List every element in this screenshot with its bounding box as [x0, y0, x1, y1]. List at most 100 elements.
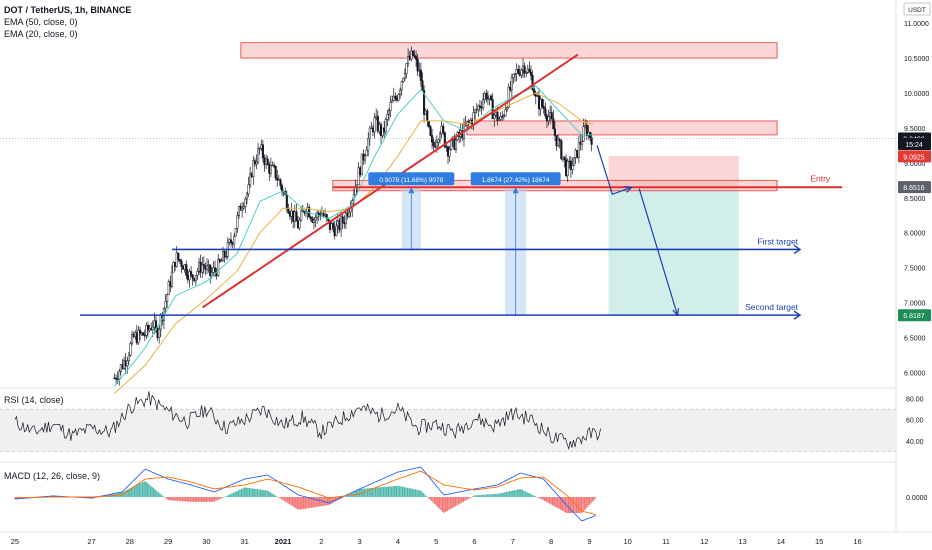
macd-hist-bar: [508, 491, 511, 497]
macd-hist-bar: [582, 497, 584, 512]
candle-body: [506, 107, 509, 110]
candle-body: [196, 271, 199, 276]
macd-hist-bar: [148, 484, 150, 497]
macd-hist-bar: [320, 497, 322, 507]
macd-hist-bar: [240, 488, 243, 497]
candle-body: [560, 140, 563, 160]
candle-body: [480, 107, 483, 109]
macd-hist-bar: [425, 496, 428, 497]
macd-hist-bar: [191, 497, 193, 502]
macd-hist-bar: [580, 497, 583, 513]
time-tick-label: 2021: [275, 537, 292, 546]
price-tick-label: 8.0000: [904, 231, 926, 238]
measure-label-box: [368, 172, 455, 186]
macd-hist-bar: [130, 487, 133, 497]
macd-hist-bar: [167, 497, 169, 501]
candle-body: [477, 105, 480, 111]
macd-hist-bar: [344, 496, 346, 497]
macd-hist-bar: [414, 489, 417, 497]
macd-hist-bar: [251, 488, 254, 497]
macd-hist-bar: [221, 497, 224, 498]
macd-hist-bar: [159, 493, 161, 497]
macd-hist-bar: [132, 486, 134, 497]
candle-body: [558, 139, 561, 142]
macd-hist-bar: [400, 486, 402, 497]
macd-hist-bar: [453, 497, 455, 508]
candle-body: [201, 264, 204, 273]
macd-hist-bar: [170, 497, 172, 501]
macd-hist-bar: [505, 491, 508, 497]
resistance-zone: [466, 120, 778, 136]
macd-hist-bar: [590, 497, 592, 504]
macd-hist-bar: [244, 487, 246, 497]
candle-body: [344, 212, 347, 225]
price-tag: [898, 137, 931, 150]
macd-hist-bar: [138, 483, 141, 497]
candle-body: [399, 89, 402, 95]
ema20-line: [114, 85, 594, 387]
macd-hist-bar: [579, 497, 581, 513]
candle-body: [247, 184, 250, 195]
macd-hist-bar: [585, 497, 587, 509]
candle-body: [217, 259, 220, 276]
macd-hist-bar: [502, 492, 504, 497]
macd-hist-bar: [213, 497, 216, 502]
candle-body: [432, 141, 435, 147]
macd-hist-bar: [161, 494, 163, 497]
macd-hist-bar: [192, 497, 195, 502]
take-profit-zone: [608, 187, 739, 316]
time-tick-label: 2: [319, 537, 323, 546]
macd-hist-bar: [437, 497, 439, 508]
macd-hist-bar: [595, 497, 597, 499]
macd-hist-bar: [496, 493, 498, 497]
candle-body: [185, 264, 188, 276]
candle-body: [237, 206, 241, 216]
macd-hist-bar: [176, 497, 179, 501]
macd-hist-bar: [266, 490, 268, 497]
candle-body: [520, 69, 523, 76]
macd-hist-bar: [168, 497, 171, 501]
macd-hist-bar: [516, 489, 519, 497]
candle-body: [391, 100, 394, 103]
macd-hist-bar: [417, 490, 420, 497]
macd-hist-bar: [229, 494, 232, 497]
candle-body: [502, 115, 505, 118]
candle-body: [386, 114, 389, 120]
candle-body: [242, 206, 245, 209]
candle-body: [416, 59, 419, 72]
candle-body: [472, 112, 475, 125]
candle-body: [341, 216, 344, 223]
candle-body: [255, 161, 258, 165]
candle-body: [490, 95, 493, 100]
macd-hist-bar: [449, 497, 452, 510]
macd-hist-bar: [451, 497, 453, 509]
candle-body: [218, 259, 221, 262]
macd-hist-bar: [283, 497, 286, 502]
macd-hist-bar: [325, 497, 327, 506]
first-target-label: First target: [757, 236, 798, 246]
macd-hist-bar: [315, 497, 318, 507]
macd-hist-bar: [571, 497, 573, 513]
macd-hist-bar: [524, 491, 527, 497]
candle-body: [360, 153, 363, 176]
macd-hist-bar: [441, 497, 444, 512]
macd-hist-bar: [231, 493, 233, 497]
macd-hist-bar: [567, 497, 570, 513]
macd-hist-bar: [401, 486, 404, 497]
price-tag: [898, 309, 931, 322]
macd-hist-bar: [200, 497, 203, 502]
macd-hist-bar: [432, 497, 434, 503]
candle-body: [355, 184, 359, 187]
macd-hist-bar: [129, 488, 131, 497]
candle-body: [170, 271, 173, 287]
macd-hist-bar: [523, 490, 525, 497]
macd-hist-bar: [282, 497, 284, 501]
candle-body: [190, 271, 193, 276]
candle-body: [427, 120, 430, 127]
macd-hist-bar: [245, 487, 247, 497]
macd-hist-bar: [178, 497, 180, 501]
candle-body: [394, 95, 397, 99]
candle-body: [533, 89, 536, 96]
macd-hist-bar: [547, 497, 549, 503]
